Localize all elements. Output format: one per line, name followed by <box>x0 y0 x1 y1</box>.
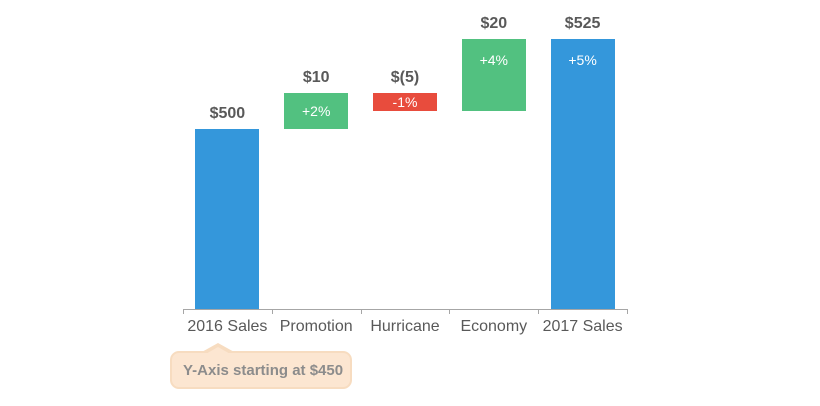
bar-pct-label-hurricane: -1% <box>392 93 418 110</box>
callout-yaxis-note: Y-Axis starting at $450 <box>170 343 352 389</box>
x-axis-label-2017-sales: 2017 Sales <box>542 318 623 335</box>
bar-value-label-promotion: $10 <box>302 68 330 86</box>
bar-pct-label-2017-sales: +5% <box>568 51 597 68</box>
bar-2016-sales <box>195 128 260 309</box>
x-axis-tick <box>360 309 362 314</box>
bar-2017-sales <box>550 38 615 309</box>
bar-hurricane <box>373 92 437 111</box>
bar-value-label-hurricane: $(5) <box>390 68 420 86</box>
callout-text: Y-Axis starting at $450 <box>183 361 344 379</box>
x-axis-tick <box>183 309 184 314</box>
x-axis-tick <box>449 309 451 314</box>
x-axis-line <box>183 309 627 310</box>
x-axis-label-2016-sales: 2016 Sales <box>187 318 268 335</box>
x-axis-label-hurricane: Hurricane <box>370 318 440 335</box>
bar-economy <box>461 38 526 111</box>
x-axis-label-promotion: Promotion <box>279 318 353 335</box>
bar-pct-label-economy: +4% <box>479 51 509 68</box>
x-axis-tick <box>538 309 540 314</box>
bar-value-label-2016-sales: $500 <box>209 104 246 122</box>
x-axis-tick <box>627 309 628 314</box>
bar-pct-label-promotion: +2% <box>301 102 331 119</box>
x-axis-label-economy: Economy <box>460 318 528 335</box>
bar-value-label-2017-sales: $525 <box>564 14 601 32</box>
bar-value-label-economy: $20 <box>480 14 508 32</box>
x-axis-tick <box>271 309 273 314</box>
callout-pointer-fill <box>204 347 232 355</box>
bar-promotion <box>284 92 349 129</box>
